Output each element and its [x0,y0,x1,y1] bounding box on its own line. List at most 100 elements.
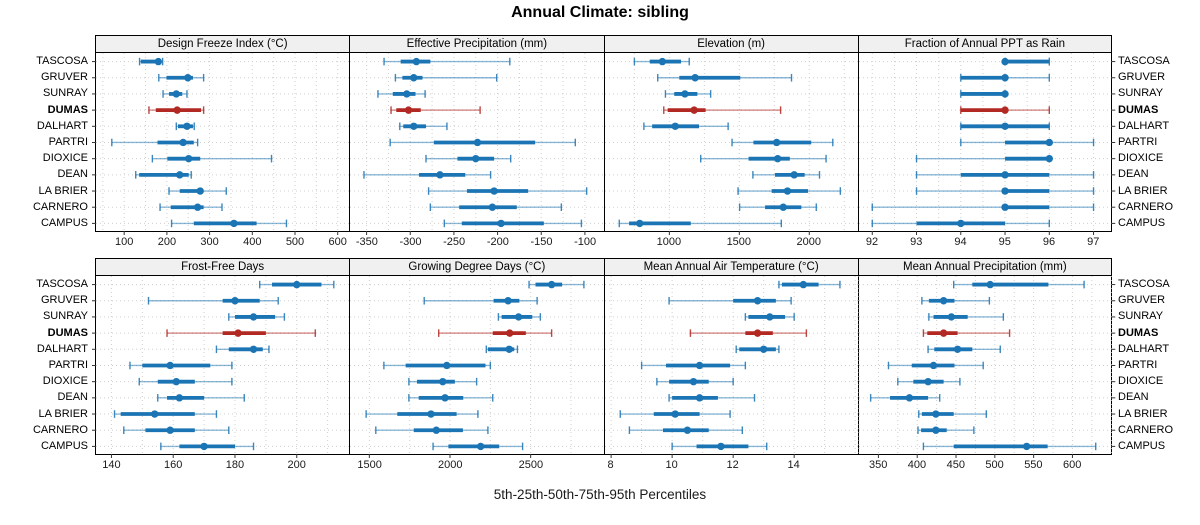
x-axis-tick-label: 500 [985,459,1004,471]
station-label-left: DUMAS [47,103,88,116]
median-dot [1001,106,1009,114]
station-label-left: CARNERO [32,423,88,436]
median-dot [432,426,441,434]
station-label-left: PARTRI [48,358,88,371]
x-axis-tick-label: 2000 [438,459,463,471]
median-dot [175,394,184,402]
station-label-right: DALHART [1118,119,1170,132]
median-dot [905,394,913,402]
median-dot [783,187,791,195]
median-dot [773,154,781,163]
median-dot [183,122,191,131]
station-label-left: LA BRIER [38,184,88,197]
median-dot [956,219,965,228]
median-dot [439,377,447,386]
median-dot [515,313,523,321]
station-label-right: LA BRIER [1118,184,1168,197]
station-label-right: TASCOSA [1118,278,1170,291]
median-dot [412,57,421,66]
x-axis-tick-label: -300 [399,236,422,248]
x-axis-tick-label: 94 [954,236,967,248]
median-dot [474,138,482,147]
station-label-right: DIOXICE [1118,375,1164,388]
median-dot [1001,187,1009,195]
median-dot [184,74,192,82]
panel-strip-title: Mean Annual Precipitation (mm) [903,261,1067,273]
x-axis-tick-label: 2000 [796,236,821,248]
median-dot [196,187,204,195]
panel-canvas [604,53,858,235]
median-dot [929,361,937,370]
station-label-right: CARNERO [1118,423,1174,436]
median-dot [658,57,666,66]
median-dot [690,74,699,82]
median-dot [176,171,184,179]
median-dot [193,203,202,211]
station-label-right: DIOXICE [1118,152,1164,165]
panel-strip: Frost-Free Days [95,258,350,276]
median-dot [548,280,556,289]
panel-canvas [350,53,604,235]
median-dot [150,410,159,418]
median-dot [410,122,418,131]
x-axis-tick-label: 8 [607,459,614,471]
median-dot [1001,74,1009,82]
station-label-right: DEAN [1118,168,1149,181]
median-dot [689,106,698,114]
panel-plot [857,276,1115,458]
station-label-right: DEAN [1118,391,1149,404]
median-dot [695,394,703,402]
median-dot [488,203,497,211]
median-dot [671,122,679,131]
panel-canvas [858,276,1115,458]
median-dot [931,426,940,434]
median-dot [200,442,208,451]
station-label-right: GRUVER [1118,71,1166,84]
station-label-left: GRUVER [40,71,88,84]
median-dot [497,219,506,228]
median-dot [753,297,761,305]
station-label-right: CARNERO [1118,200,1174,213]
median-dot [986,280,994,289]
x-axis-tick-label: -250 [443,236,466,248]
panel-strip-title: Design Freeze Index (°C) [157,38,288,50]
median-dot [477,442,485,451]
panel-plot [349,53,604,235]
x-axis-tick-label: 450 [946,459,965,471]
median-dot [1001,57,1009,66]
station-label-left: CARNERO [32,200,88,213]
panel-plot [349,276,604,458]
median-dot [716,442,725,451]
station-label-right: DUMAS [1118,103,1159,116]
x-axis-tick-label: 96 [1042,236,1056,248]
panel-strip-title: Frost-Free Days [181,261,265,273]
panel-plot [857,53,1115,235]
median-dot [779,203,787,211]
median-dot [1045,138,1053,147]
station-label-right: CAMPUS [1118,439,1166,452]
panel-strip: Effective Precipitation (mm) [349,35,604,53]
station-label-left: DEAN [57,391,88,404]
median-dot [441,394,449,402]
x-axis-tick-label: 200 [157,236,177,248]
median-dot [689,377,697,386]
station-label-right: DUMAS [1118,326,1159,339]
median-dot [1022,442,1031,451]
station-label-right: CAMPUS [1118,216,1166,229]
median-dot [231,297,239,305]
x-axis-tick-label: 140 [102,459,121,471]
station-label-left: CAMPUS [40,216,88,229]
median-dot [172,90,180,98]
x-axis-tick-label: 300 [200,236,219,248]
panel-plot [603,53,858,235]
median-dot [234,329,242,337]
median-dot [166,426,174,434]
x-axis-tick-label: 2500 [518,459,544,471]
median-dot [427,410,435,418]
station-label-right: PARTRI [1118,135,1158,148]
median-dot [759,345,767,354]
median-dot [184,154,193,163]
median-dot [680,90,689,98]
x-axis-tick-label: 92 [865,236,879,248]
panel-canvas [92,53,350,235]
